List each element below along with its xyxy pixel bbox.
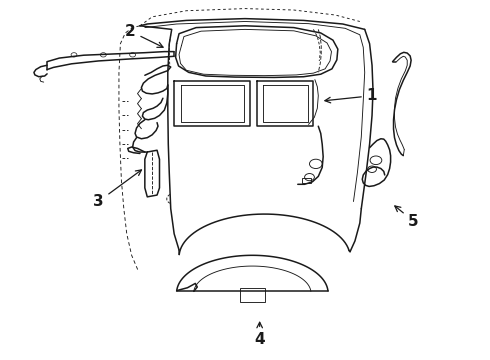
Text: 5: 5 (395, 206, 419, 229)
Bar (302, 178, 311, 183)
Text: 2: 2 (125, 24, 163, 47)
Bar (240, 288, 265, 302)
Text: 3: 3 (93, 170, 142, 209)
Text: 1: 1 (325, 88, 377, 103)
Text: 4: 4 (254, 322, 265, 347)
